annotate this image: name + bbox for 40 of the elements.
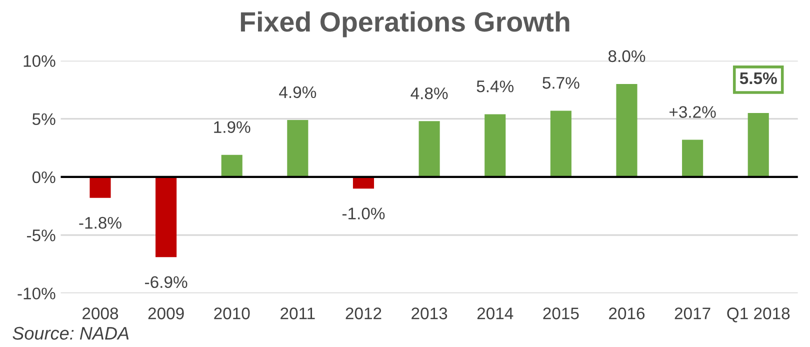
x-tick-label: 2016 [609,308,645,320]
data-label: +3.2% [670,106,716,118]
bar [221,154,242,177]
data-label: 1.9% [214,121,250,133]
data-label: 5.7% [542,77,580,89]
x-tick-label: Q1 2018 [727,308,790,322]
data-label: -1.8% [79,216,122,229]
y-tick-label: 0% [32,171,56,184]
bar [682,140,704,177]
data-label: 4.9% [279,86,316,98]
data-label: 4.8% [410,87,448,100]
data-label: -1.0% [342,208,385,220]
bar [748,113,769,177]
data-label: 8.0% [608,50,646,62]
bar [616,84,638,177]
bar [418,121,440,177]
x-tick-label: 2014 [477,308,514,320]
y-tick-label: -5% [26,230,56,242]
source-note: Source: NADA [12,326,129,340]
bar [484,114,506,177]
bar [352,176,374,189]
x-tick-label: 2012 [346,308,382,320]
x-tick-label: 2015 [543,308,579,320]
data-label: -6.9% [145,276,188,288]
x-tick-label: 2017 [674,308,710,320]
data-label: 5.4% [476,80,514,92]
data-label: 5.5% [740,72,777,84]
bar [550,110,572,177]
bar [156,176,177,258]
y-tick-label: -10% [18,288,56,300]
x-tick-label: 2008 [82,308,118,320]
y-tick-label: 5% [32,113,56,126]
x-tick-label: 2011 [280,308,315,320]
x-tick-label: 2009 [148,308,184,320]
x-tick-label: 2013 [412,308,448,320]
bar [90,176,111,198]
x-tick-label: 2010 [214,308,250,320]
y-tick-label: 10% [24,55,56,67]
bar [287,120,308,177]
chart-title: Fixed Operations Growth [240,11,570,38]
